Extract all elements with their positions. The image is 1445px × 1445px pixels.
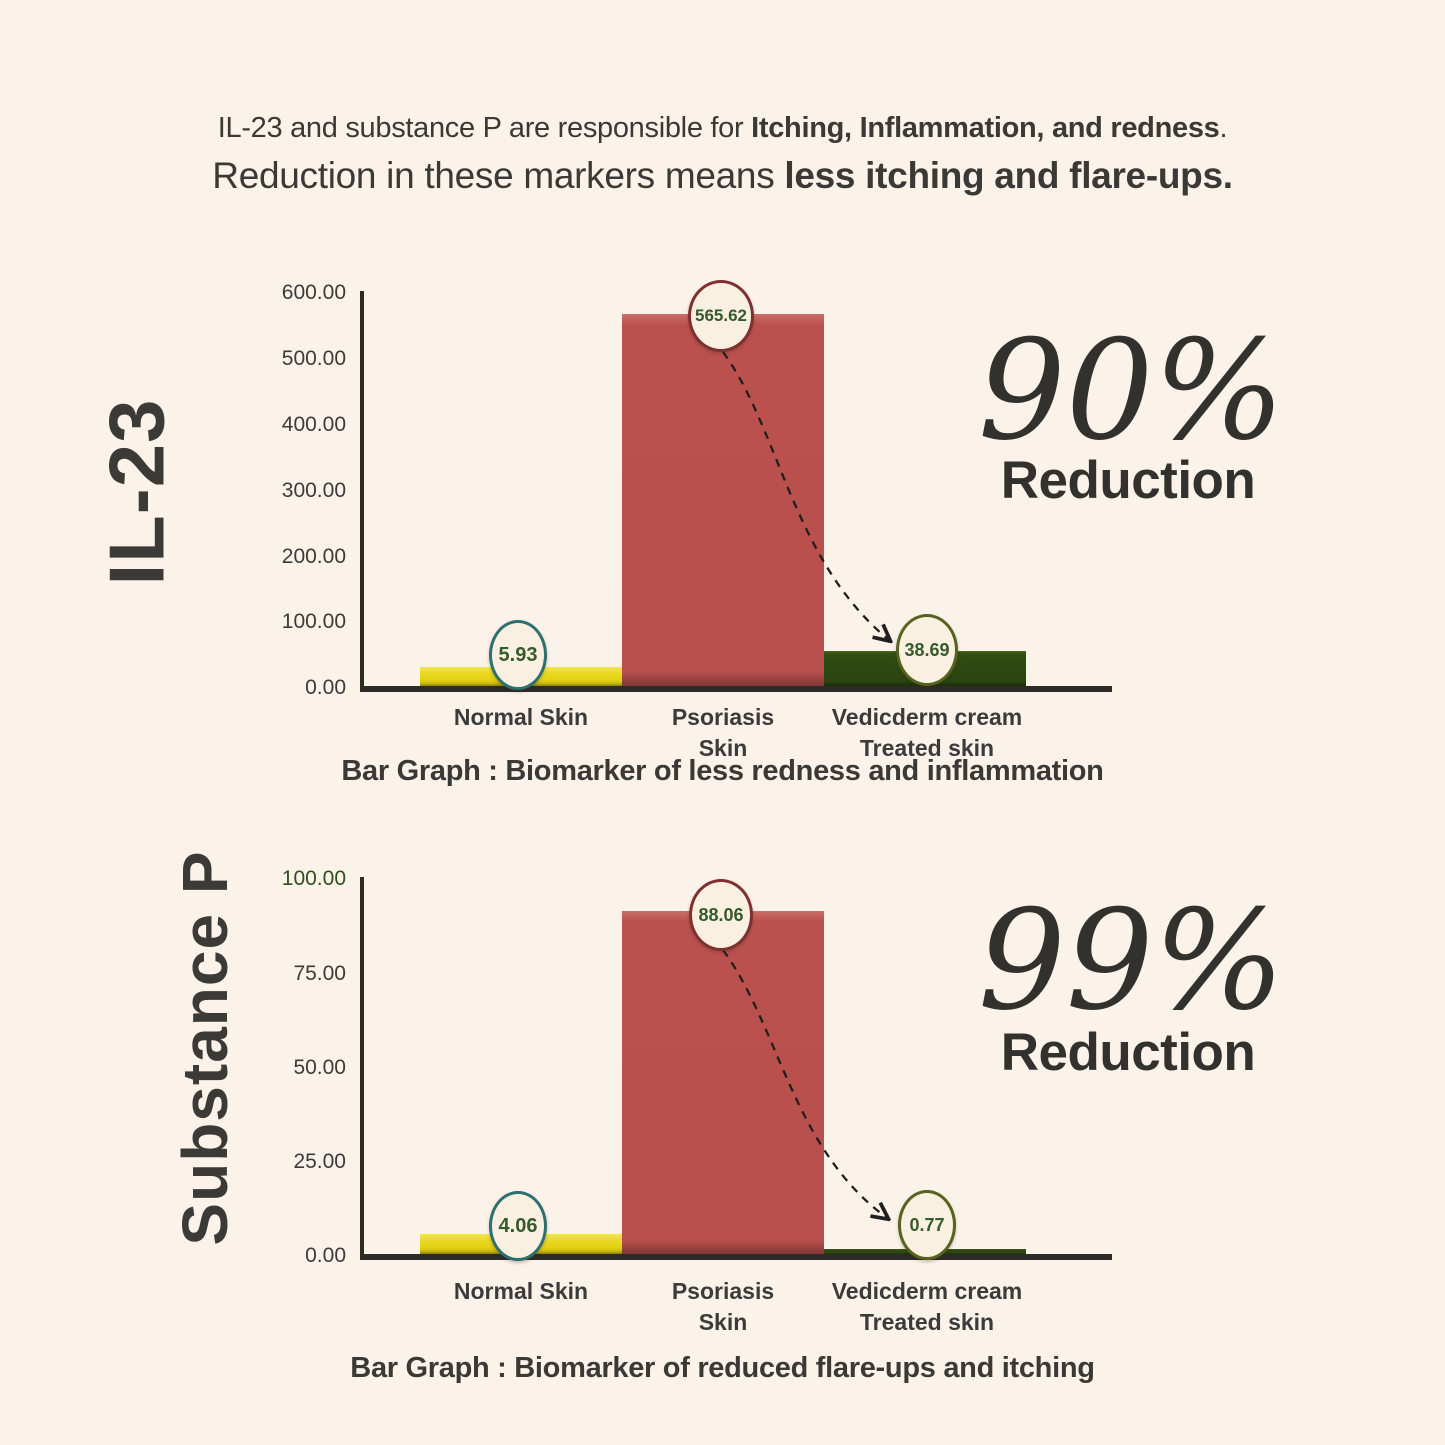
value-treated-skin: 0.77 bbox=[909, 1214, 945, 1235]
category-label-psoriasis-skin: Psoriasis Skin bbox=[623, 1276, 823, 1338]
category-line: Normal Skin bbox=[453, 704, 589, 730]
y-tick-300: 300.00 bbox=[281, 479, 346, 502]
category-line: Psoriasis bbox=[671, 704, 775, 730]
y-tick-600: 600.00 bbox=[281, 281, 346, 304]
header-line-2-bold: less itching and flare-ups. bbox=[784, 155, 1233, 196]
value-psoriasis-skin: 88.06 bbox=[698, 904, 744, 925]
value-badge-psoriasis-skin: 565.62 bbox=[688, 280, 754, 352]
category-line: Treated skin bbox=[859, 735, 995, 761]
y-tick-25: 25.00 bbox=[293, 1150, 346, 1173]
category-line: Skin bbox=[698, 1309, 748, 1335]
header-line-1: IL-23 and substance P are responsible fo… bbox=[0, 112, 1445, 145]
x-axis-line bbox=[360, 686, 1112, 692]
y-tick-75: 75.00 bbox=[293, 962, 346, 985]
chart-caption-substance-p: Bar Graph : Biomarker of reduced flare-u… bbox=[350, 1352, 1095, 1384]
y-tick-100: 100.00 bbox=[281, 610, 346, 633]
reduction-word-il23: Reduction bbox=[1000, 451, 1256, 510]
y-tick-0: 0.00 bbox=[305, 676, 346, 699]
y-axis-line bbox=[360, 291, 364, 692]
header-line-2: Reduction in these markers means less it… bbox=[0, 155, 1445, 197]
category-label-normal-skin: Normal Skin bbox=[421, 1276, 621, 1307]
substance-p-axis-title: Substance P bbox=[169, 850, 241, 1246]
category-line: Normal Skin bbox=[453, 1278, 589, 1304]
value-normal-skin: 5.93 bbox=[498, 643, 538, 666]
category-line: Vedicderm cream bbox=[831, 1278, 1023, 1304]
category-line: Treated skin bbox=[859, 1309, 995, 1335]
value-badge-psoriasis-skin: 88.06 bbox=[689, 879, 753, 951]
y-tick-50: 50.00 bbox=[293, 1056, 346, 1079]
y-tick-200: 200.00 bbox=[281, 545, 346, 568]
y-tick-0: 0.00 bbox=[305, 1244, 346, 1267]
header: IL-23 and substance P are responsible fo… bbox=[0, 112, 1445, 197]
value-badge-treated-skin: 0.77 bbox=[898, 1190, 956, 1260]
y-tick-500: 500.00 bbox=[281, 347, 346, 370]
y-axis-line bbox=[360, 877, 364, 1260]
header-line-1-text: IL-23 and substance P are responsible fo… bbox=[217, 112, 752, 144]
chart-caption-il23: Bar Graph : Biomarker of less redness an… bbox=[341, 755, 1104, 787]
value-treated-skin: 38.69 bbox=[904, 639, 950, 660]
reduction-percent-substance-p: 99% bbox=[978, 880, 1285, 1041]
reduction-word-substance-p: Reduction bbox=[1000, 1023, 1256, 1082]
value-normal-skin: 4.06 bbox=[498, 1214, 538, 1237]
bar-psoriasis-skin bbox=[622, 314, 824, 686]
header-line-1-bold: Itching, Inflammation, and redness bbox=[751, 112, 1220, 144]
header-line-2-text: Reduction in these markers means bbox=[212, 155, 785, 196]
category-line: Vedicderm cream bbox=[831, 704, 1023, 730]
category-label-treated-skin: Vedicderm cream Treated skin bbox=[815, 702, 1039, 764]
y-tick-400: 400.00 bbox=[281, 413, 346, 436]
value-psoriasis-skin: 565.62 bbox=[695, 306, 747, 325]
value-badge-treated-skin: 38.69 bbox=[896, 614, 958, 686]
value-badge-normal-skin: 5.93 bbox=[489, 620, 547, 690]
category-label-treated-skin: Vedicderm cream Treated skin bbox=[815, 1276, 1039, 1338]
header-line-1-period: . bbox=[1219, 112, 1228, 144]
bar-psoriasis-skin bbox=[622, 911, 824, 1254]
y-tick-100-00: 100.00 bbox=[281, 867, 346, 890]
category-line: Psoriasis bbox=[671, 1278, 775, 1304]
category-label-normal-skin: Normal Skin bbox=[421, 702, 621, 733]
il23-axis-title: IL-23 bbox=[92, 398, 181, 586]
value-badge-normal-skin: 4.06 bbox=[489, 1191, 547, 1261]
category-line: Skin bbox=[698, 735, 748, 761]
x-axis-line bbox=[360, 1254, 1112, 1260]
reduction-percent-il23: 90% bbox=[978, 310, 1285, 471]
category-label-psoriasis-skin: Psoriasis Skin bbox=[623, 702, 823, 764]
